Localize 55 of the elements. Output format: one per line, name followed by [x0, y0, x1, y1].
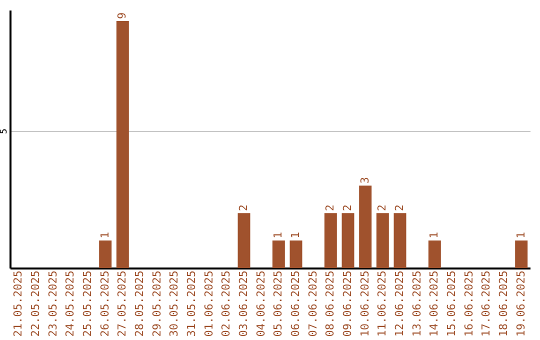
data-label: 2 — [376, 204, 389, 212]
x-tick-label: 09.06.2025 — [341, 270, 354, 337]
data-label: 1 — [98, 232, 112, 239]
data-label: 2 — [341, 204, 354, 212]
data-label: 2 — [393, 204, 406, 212]
bar — [272, 240, 285, 268]
x-tick-label: 10.06.2025 — [358, 270, 372, 337]
x-tick-label: 25.05.2025 — [81, 270, 94, 337]
x-tick-label: 01.06.2025 — [202, 270, 216, 337]
x-tick-label: 30.05.2025 — [168, 270, 181, 337]
data-label: 1 — [514, 232, 528, 239]
bar — [342, 213, 354, 268]
x-tick-label: 31.05.2025 — [185, 270, 198, 337]
bar — [515, 240, 528, 268]
x-tick-label: 06.06.2025 — [289, 270, 302, 337]
data-label: 2 — [237, 204, 250, 212]
x-tick-label: 04.06.2025 — [254, 270, 268, 337]
x-tick-label: 27.05.2025 — [116, 270, 129, 337]
data-label: 1 — [272, 232, 285, 239]
x-tick-label: 24.05.2025 — [64, 270, 77, 337]
x-tick-label: 19.06.2025 — [514, 270, 528, 337]
x-tick-label: 28.05.2025 — [133, 270, 146, 337]
bar — [99, 240, 112, 268]
data-label: 9 — [116, 12, 129, 19]
data-label: 3 — [358, 177, 372, 184]
x-tick-label: 13.06.2025 — [410, 270, 424, 337]
x-tick-label: 21.05.2025 — [12, 270, 25, 337]
data-label: 2 — [324, 204, 337, 212]
data-label: 1 — [289, 232, 302, 239]
x-tick-label: 18.06.2025 — [497, 270, 510, 337]
y-tick-label: 5 — [0, 128, 10, 134]
x-tick-label: 11.06.2025 — [376, 270, 389, 337]
x-tick-label: 08.06.2025 — [324, 270, 337, 337]
x-tick-label: 07.06.2025 — [306, 270, 320, 337]
bar — [394, 213, 406, 268]
x-tick-label: 05.06.2025 — [272, 270, 285, 337]
x-tick-label: 29.05.2025 — [150, 270, 164, 337]
x-tick-label: 16.06.2025 — [462, 270, 476, 337]
bar — [376, 213, 389, 268]
data-label: 1 — [428, 232, 441, 239]
x-tick-label: 12.06.2025 — [393, 270, 406, 337]
x-tick-label: 02.06.2025 — [220, 270, 233, 337]
x-tick-label: 26.05.2025 — [98, 270, 112, 337]
bar — [428, 240, 441, 268]
bar — [290, 240, 302, 268]
bar — [238, 213, 250, 268]
x-tick-label: 23.05.2025 — [46, 270, 60, 337]
x-tick-label: 14.06.2025 — [428, 270, 441, 337]
bar — [324, 213, 337, 268]
x-tick-label: 15.06.2025 — [445, 270, 458, 337]
bar — [116, 20, 129, 268]
x-tick-label: 22.05.2025 — [29, 270, 42, 337]
x-tick-label: 17.06.2025 — [480, 270, 493, 337]
bar — [359, 186, 372, 268]
x-tick-label: 03.06.2025 — [237, 270, 250, 337]
